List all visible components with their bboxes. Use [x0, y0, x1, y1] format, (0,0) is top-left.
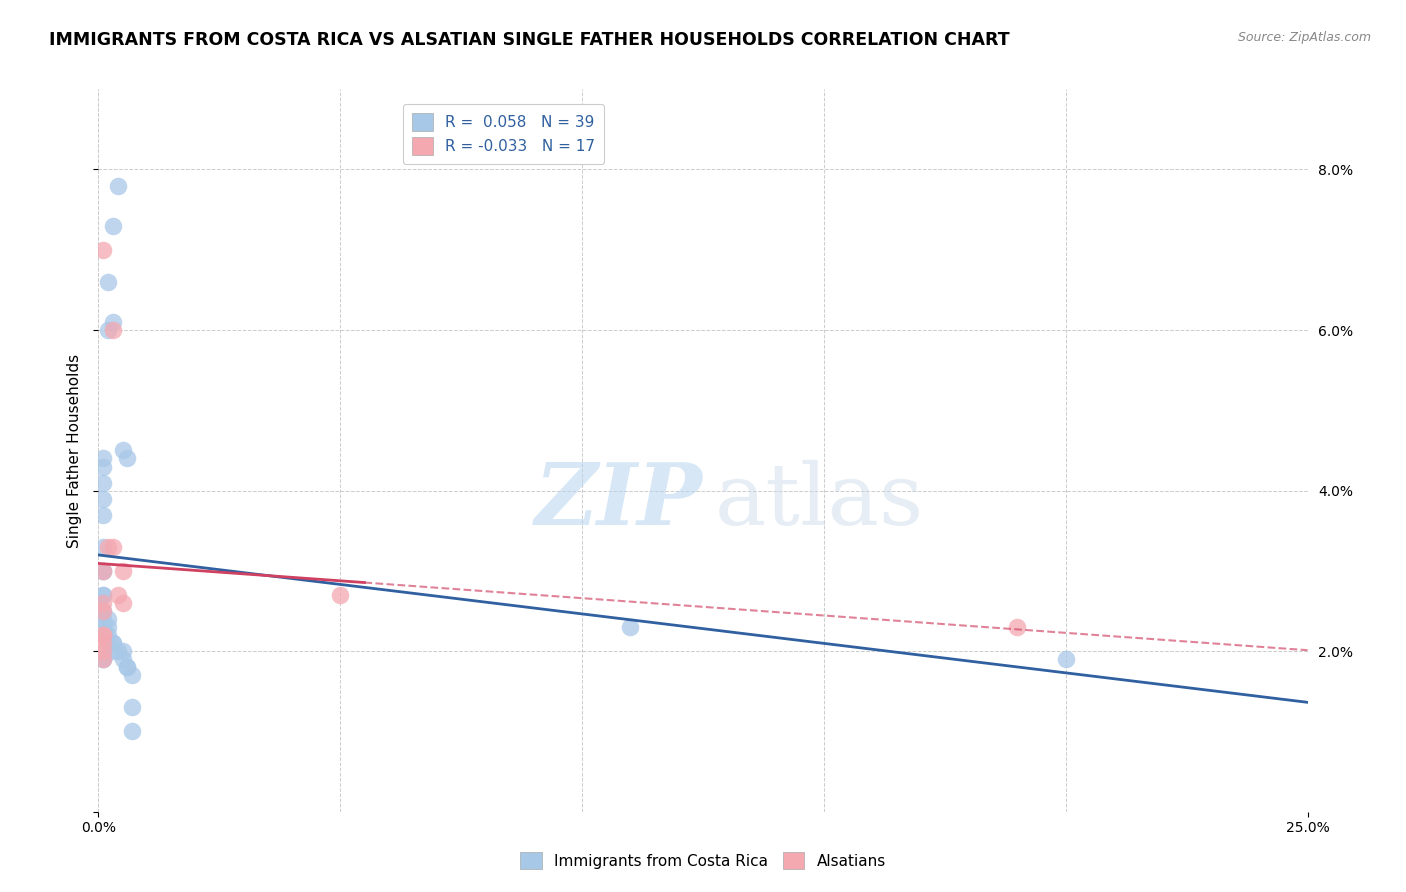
- Point: [111, 596, 134, 610]
- Point: [107, 178, 129, 193]
- Legend: Immigrants from Costa Rica, Alsatians: Immigrants from Costa Rica, Alsatians: [515, 846, 891, 875]
- Point: [329, 588, 352, 602]
- Point: [107, 644, 129, 658]
- Point: [91, 628, 114, 642]
- Point: [619, 620, 641, 634]
- Point: [97, 323, 120, 337]
- Text: IMMIGRANTS FROM COSTA RICA VS ALSATIAN SINGLE FATHER HOUSEHOLDS CORRELATION CHAR: IMMIGRANTS FROM COSTA RICA VS ALSATIAN S…: [49, 31, 1010, 49]
- Point: [111, 564, 134, 578]
- Point: [101, 315, 124, 329]
- Point: [101, 636, 124, 650]
- Point: [91, 451, 114, 466]
- Point: [91, 652, 114, 666]
- Point: [91, 491, 114, 506]
- Point: [91, 628, 114, 642]
- Point: [117, 660, 139, 674]
- Point: [101, 323, 124, 337]
- Point: [91, 564, 114, 578]
- Point: [1007, 620, 1029, 634]
- Point: [121, 724, 143, 739]
- Point: [91, 652, 114, 666]
- Point: [111, 644, 134, 658]
- Point: [91, 620, 114, 634]
- Point: [101, 644, 124, 658]
- Point: [97, 636, 120, 650]
- Point: [91, 564, 114, 578]
- Point: [121, 700, 143, 714]
- Point: [91, 588, 114, 602]
- Point: [91, 588, 114, 602]
- Point: [101, 219, 124, 233]
- Point: [91, 644, 114, 658]
- Point: [91, 596, 114, 610]
- Point: [91, 604, 114, 618]
- Point: [121, 668, 143, 682]
- Point: [91, 604, 114, 618]
- Text: ZIP: ZIP: [536, 459, 703, 543]
- Point: [97, 540, 120, 554]
- Point: [117, 660, 139, 674]
- Point: [91, 475, 114, 490]
- Point: [91, 508, 114, 522]
- Point: [101, 636, 124, 650]
- Point: [91, 243, 114, 257]
- Point: [97, 628, 120, 642]
- Point: [91, 652, 114, 666]
- Point: [97, 275, 120, 289]
- Point: [101, 540, 124, 554]
- Point: [91, 540, 114, 554]
- Point: [111, 652, 134, 666]
- Point: [107, 588, 129, 602]
- Point: [111, 443, 134, 458]
- Point: [91, 612, 114, 626]
- Text: Source: ZipAtlas.com: Source: ZipAtlas.com: [1237, 31, 1371, 45]
- Y-axis label: Single Father Households: Single Father Households: [67, 353, 83, 548]
- Legend: R =  0.058   N = 39, R = -0.033   N = 17: R = 0.058 N = 39, R = -0.033 N = 17: [402, 104, 605, 164]
- Point: [1054, 652, 1077, 666]
- Point: [97, 612, 120, 626]
- Point: [97, 620, 120, 634]
- Point: [91, 636, 114, 650]
- Text: atlas: atlas: [716, 459, 924, 542]
- Point: [91, 564, 114, 578]
- Point: [91, 459, 114, 474]
- Point: [117, 451, 139, 466]
